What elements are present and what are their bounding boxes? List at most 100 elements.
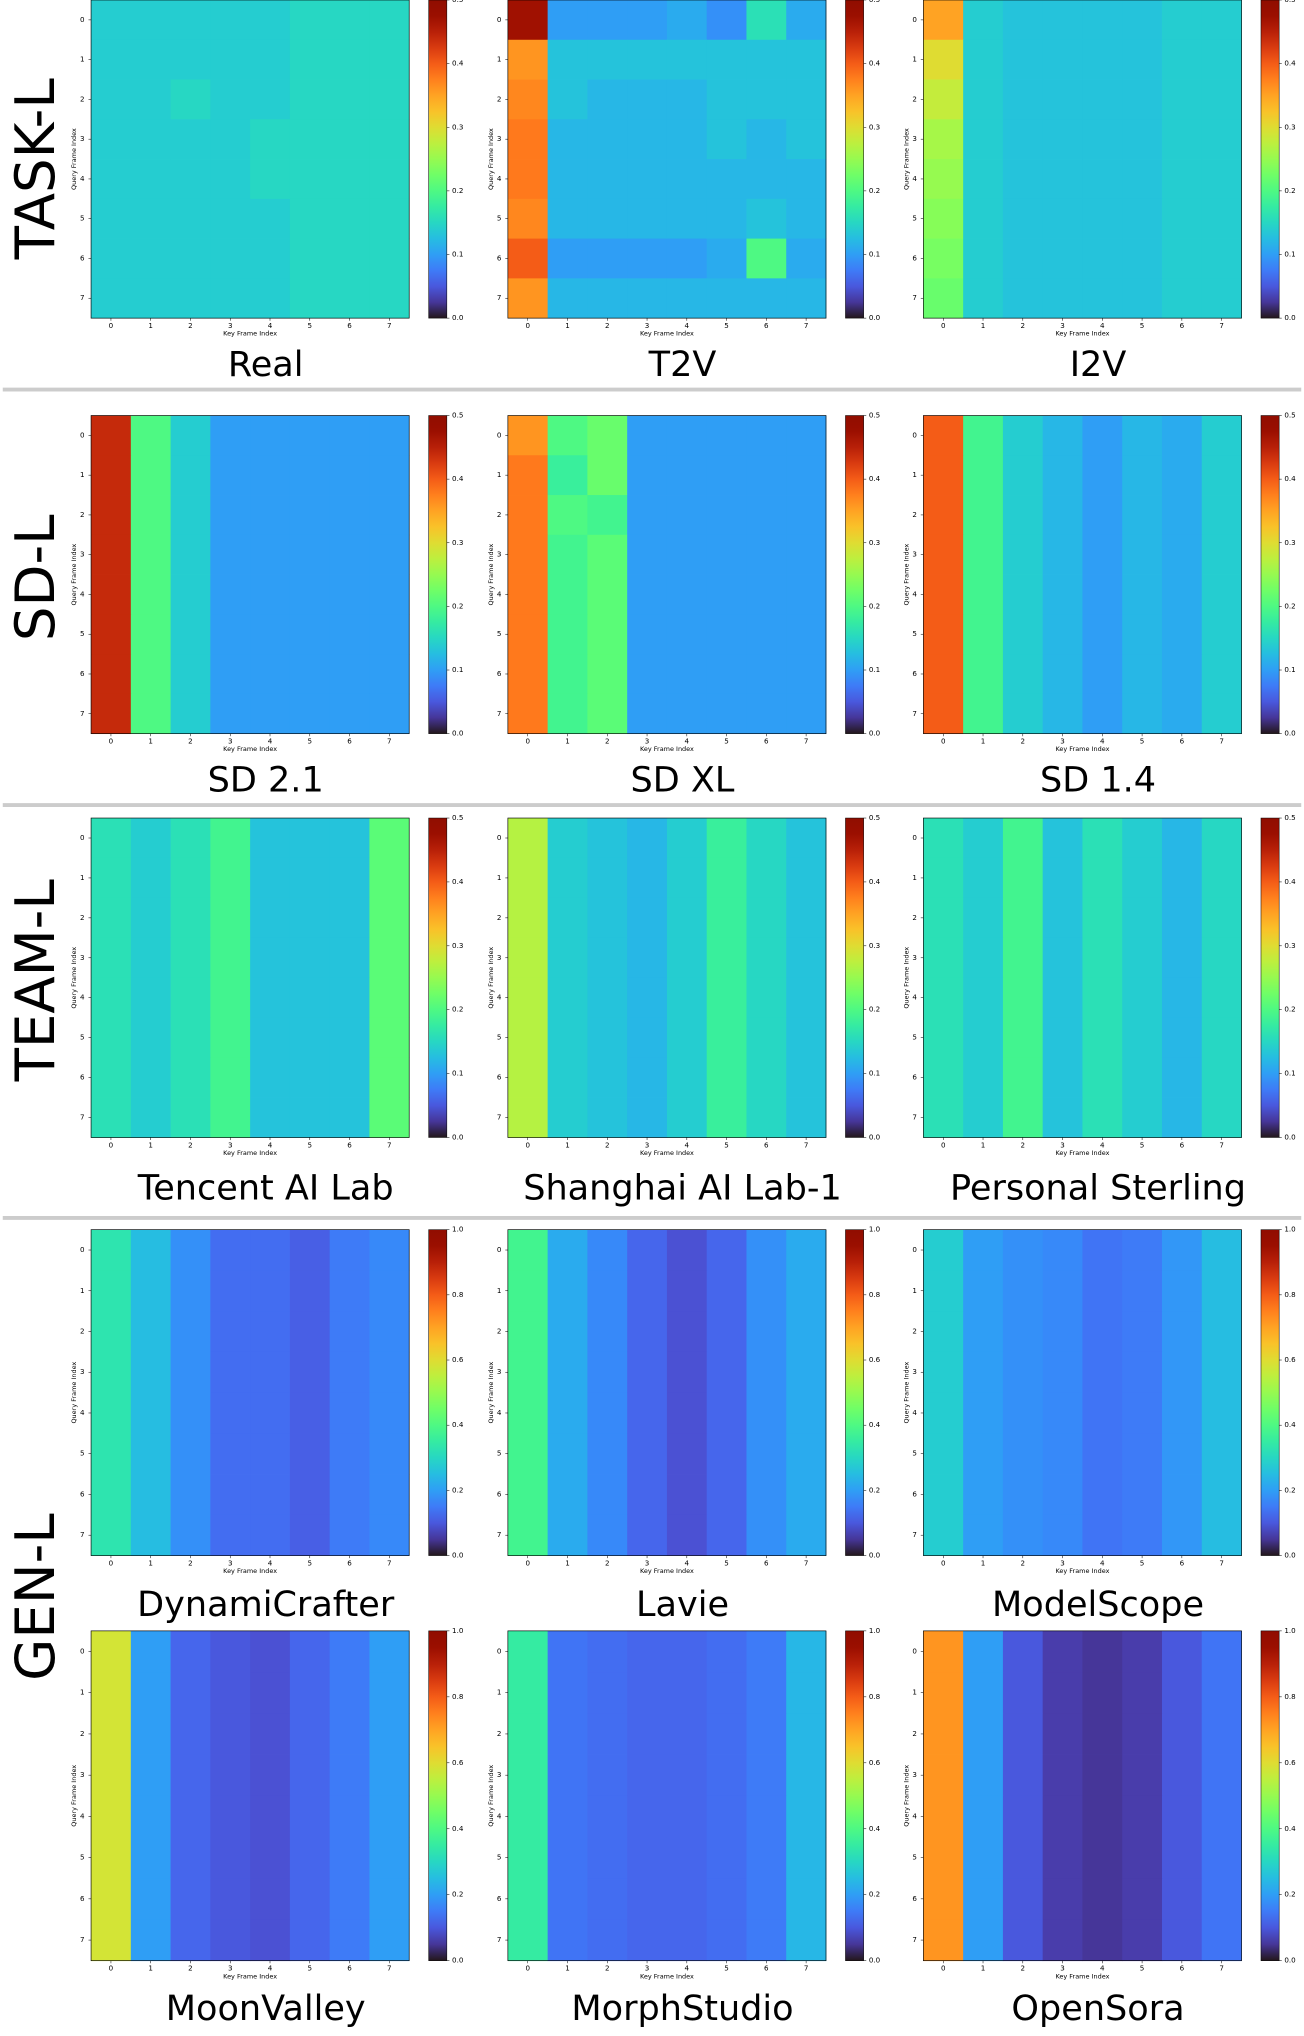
colorbar-tick-label: 0.4 bbox=[452, 1420, 464, 1429]
heatmap-cell bbox=[91, 1229, 132, 1271]
y-tick-label: 0 bbox=[497, 1245, 502, 1254]
heatmap-cell bbox=[210, 1837, 251, 1879]
x-tick-label: 4 bbox=[1100, 321, 1105, 330]
heatmap-cell bbox=[587, 534, 628, 575]
colorbar-tick-label: 0.0 bbox=[452, 1551, 464, 1560]
plot-frame bbox=[90, 817, 410, 1138]
heatmap-cell bbox=[1082, 818, 1123, 859]
heatmap-cell bbox=[1161, 1311, 1203, 1353]
colorbar-tick-label: 0.2 bbox=[869, 1890, 880, 1899]
heatmap-cell bbox=[923, 278, 964, 319]
heatmap-cell bbox=[1201, 1837, 1242, 1879]
heatmap-cell bbox=[369, 1919, 410, 1962]
heatmap-cell bbox=[547, 693, 588, 735]
heatmap-cell bbox=[170, 198, 211, 239]
heatmap-cell bbox=[329, 1474, 370, 1516]
x-tick-label: 3 bbox=[645, 1558, 650, 1567]
heatmap-cell bbox=[1161, 977, 1203, 1019]
colorbar-tick-label: 0.1 bbox=[1284, 250, 1295, 259]
heatmap-cell bbox=[130, 818, 171, 859]
heatmap-cell bbox=[666, 198, 708, 239]
heatmap-cell bbox=[587, 159, 628, 200]
heatmap-cell bbox=[1122, 1630, 1163, 1673]
heatmap-cell bbox=[91, 977, 132, 1019]
heatmap-cell bbox=[786, 1229, 827, 1271]
heatmap-cell bbox=[170, 1311, 211, 1353]
heatmap-cell bbox=[250, 1311, 291, 1353]
heatmap-cell bbox=[170, 1795, 211, 1838]
heatmap-cell bbox=[250, 897, 291, 939]
heatmap-cell bbox=[1042, 1713, 1083, 1755]
heatmap-cell bbox=[250, 977, 291, 1019]
heatmap-cell bbox=[1122, 1097, 1163, 1138]
heatmap-cell bbox=[329, 1514, 370, 1556]
heatmap-cell bbox=[210, 1229, 251, 1271]
x-tick-label: 6 bbox=[1180, 736, 1185, 745]
heatmap-cell bbox=[627, 1351, 668, 1393]
x-tick-label: 2 bbox=[1021, 736, 1026, 745]
y-axis-label: Query Frame Index bbox=[487, 947, 495, 1009]
heatmap-cell bbox=[1201, 1433, 1242, 1475]
colorbar-tick-label: 0.0 bbox=[869, 1132, 881, 1141]
heatmap-cell bbox=[170, 1433, 211, 1475]
heatmap-cell bbox=[1082, 1672, 1123, 1714]
heatmap-cell bbox=[923, 159, 964, 200]
heatmap-cell bbox=[1002, 937, 1044, 979]
heatmap-cell bbox=[289, 1919, 331, 1962]
heatmap-cell bbox=[746, 0, 787, 41]
heatmap-cell bbox=[706, 614, 747, 655]
heatmap-cell bbox=[587, 857, 628, 899]
panel-title: SD 1.4 bbox=[1040, 760, 1156, 801]
colorbar-tick-label: 0.1 bbox=[869, 665, 880, 674]
colorbar bbox=[1260, 1229, 1280, 1556]
heatmap-cell bbox=[786, 1754, 827, 1797]
heatmap-cell bbox=[547, 1057, 588, 1098]
heatmap-cell bbox=[210, 857, 251, 899]
heatmap-cell bbox=[627, 977, 668, 1019]
heatmap-cell bbox=[746, 977, 787, 1019]
heatmap-cell bbox=[369, 1754, 410, 1797]
heatmap-cell bbox=[329, 1754, 370, 1797]
heatmap-cell bbox=[210, 415, 251, 456]
heatmap-cell bbox=[587, 897, 628, 939]
y-tick-label: 3 bbox=[912, 953, 917, 962]
heatmap-cell bbox=[666, 693, 708, 735]
heatmap-cell bbox=[746, 1474, 787, 1516]
y-tick-label: 6 bbox=[912, 1489, 917, 1498]
heatmap-cell bbox=[250, 937, 291, 979]
heatmap-cell bbox=[786, 39, 827, 80]
heatmap-cell bbox=[1042, 937, 1083, 979]
y-tick-label: 6 bbox=[80, 669, 85, 678]
heatmap-cell bbox=[1042, 897, 1083, 939]
heatmap-cell bbox=[923, 1270, 964, 1312]
heatmap-cell bbox=[329, 1270, 370, 1312]
heatmap-cell bbox=[1201, 1878, 1242, 1920]
heatmap-cell bbox=[170, 1713, 211, 1755]
x-tick-label: 3 bbox=[1060, 321, 1065, 330]
x-tick-label: 1 bbox=[565, 1558, 570, 1567]
heatmap-cell bbox=[1161, 495, 1203, 536]
heatmap-cell bbox=[786, 0, 827, 41]
heatmap-cell bbox=[289, 1392, 331, 1434]
heatmap-cell bbox=[1201, 238, 1242, 279]
heatmap-cell bbox=[706, 1878, 747, 1920]
heatmap-cell bbox=[91, 495, 132, 536]
x-tick-label: 3 bbox=[1060, 1963, 1065, 1972]
heatmap-cell bbox=[369, 495, 410, 536]
heatmap-cell bbox=[1042, 818, 1083, 859]
heatmap-cell bbox=[1201, 1229, 1242, 1271]
heatmap-cell bbox=[329, 1351, 370, 1393]
y-tick-label: 3 bbox=[80, 134, 85, 143]
heatmap-cell bbox=[923, 897, 964, 939]
heatmap-cell bbox=[329, 857, 370, 899]
heatmap-cell bbox=[329, 693, 370, 735]
heatmap-cell bbox=[250, 1878, 291, 1920]
heatmap-cell bbox=[1042, 614, 1083, 655]
colorbar-tick-label: 1.0 bbox=[1284, 1225, 1296, 1234]
heatmap-cell bbox=[130, 857, 171, 899]
heatmap-cell bbox=[963, 1057, 1004, 1098]
colorbar-tick-label: 0.3 bbox=[869, 941, 880, 950]
heatmap-cell bbox=[666, 1630, 708, 1673]
y-tick-label: 5 bbox=[912, 1449, 917, 1458]
heatmap-cell bbox=[666, 455, 708, 496]
